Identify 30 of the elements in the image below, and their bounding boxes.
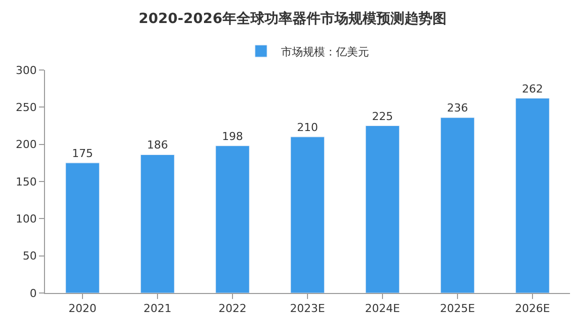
bar: [440, 117, 475, 293]
x-tick-label: 2023E: [290, 302, 326, 316]
bar: [515, 98, 550, 293]
y-tick-label: 250: [16, 101, 37, 114]
x-tick-label: 2021: [144, 302, 172, 316]
data-label: 175: [72, 146, 94, 160]
y-tick-label: 150: [16, 175, 37, 188]
data-label: 225: [372, 110, 394, 123]
x-tick-label: 2022: [218, 302, 246, 316]
x-tick-label: 2020: [68, 302, 96, 316]
bar: [215, 146, 250, 293]
data-label: 236: [447, 102, 468, 115]
bar: [290, 136, 325, 293]
data-label: 262: [522, 82, 544, 96]
y-tick-label: 300: [16, 64, 37, 77]
y-tick-label: 200: [16, 138, 37, 152]
bar: [365, 126, 400, 293]
x-tick-label: 2025E: [440, 302, 476, 316]
legend-label: 市场规模：亿美元: [281, 45, 369, 58]
data-label: 186: [147, 138, 168, 152]
bar: [65, 162, 100, 293]
y-tick-label: 0: [30, 286, 37, 300]
data-label: 210: [297, 120, 318, 134]
bar: [140, 154, 175, 293]
data-label: 198: [222, 130, 244, 143]
x-tick-label: 2026E: [515, 302, 550, 316]
y-tick-label: 100: [16, 212, 37, 226]
y-tick-label: 50: [22, 250, 37, 263]
x-tick-label: 2024E: [365, 302, 400, 316]
chart-title: 2020-2026年全球功率器件市场规模预测趋势图: [138, 10, 446, 27]
